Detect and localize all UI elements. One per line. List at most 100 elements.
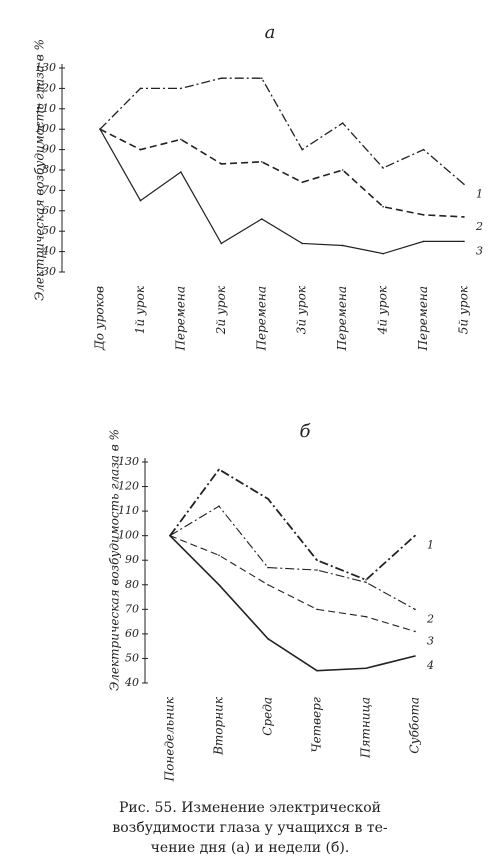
point [365, 667, 367, 670]
point [382, 252, 384, 255]
point [382, 205, 384, 208]
y-tick-label: 50 [125, 651, 139, 664]
series-line [99, 128, 465, 218]
point [267, 638, 269, 640]
y-axis-label: Электрическая возбудимость глаза в % [33, 39, 47, 301]
series-line [169, 535, 416, 632]
point [316, 669, 318, 672]
point [365, 581, 367, 584]
y-tick-label: 60 [42, 204, 56, 217]
x-tick-label: Перемена [254, 286, 268, 351]
x-tick-label: 2й урок [214, 285, 228, 335]
series-label: 3 [476, 244, 483, 257]
x-tick-label: Перемена [416, 286, 430, 351]
point [99, 128, 101, 130]
point [316, 569, 318, 571]
point [341, 169, 344, 171]
series-label: 1 [476, 187, 483, 200]
point [260, 161, 263, 163]
point [139, 87, 142, 90]
x-tick-label: До уроков [93, 286, 107, 351]
point [382, 167, 384, 169]
x-tick-label: Пятница [359, 697, 373, 759]
point [463, 240, 465, 243]
y-tick-label: 30 [42, 265, 56, 278]
point [414, 630, 416, 633]
point [169, 534, 171, 537]
point [139, 199, 142, 202]
point [218, 554, 220, 557]
point [220, 242, 223, 245]
chart-title: а [265, 22, 276, 43]
point [422, 240, 425, 243]
y-tick-label: 100 [118, 529, 139, 542]
x-tick-label: Понедельник [163, 696, 177, 782]
y-tick-label: 80 [42, 163, 56, 176]
y-tick-label: 120 [35, 81, 56, 94]
x-tick-label: Перемена [173, 286, 187, 351]
series-label: 2 [475, 220, 483, 233]
point [365, 615, 367, 618]
point [341, 122, 344, 124]
y-tick-label: 70 [42, 183, 56, 196]
point [267, 498, 269, 500]
point [316, 608, 318, 611]
point [260, 77, 263, 79]
point [414, 608, 416, 611]
series-line [99, 77, 465, 185]
y-tick-label: 40 [41, 245, 56, 258]
point [301, 148, 304, 151]
point [414, 655, 416, 657]
x-tick-label: Среда [261, 697, 275, 736]
point [180, 171, 182, 173]
y-tick-label: 90 [125, 553, 139, 566]
y-tick-label: 130 [118, 455, 139, 468]
point [220, 163, 223, 165]
chart-title: б [300, 421, 312, 442]
x-tick-label: Суббота [408, 697, 422, 754]
x-tick-label: 5й урок [457, 285, 471, 334]
y-tick-label: 130 [35, 61, 56, 74]
point [139, 148, 142, 151]
point [180, 87, 182, 90]
series-label: 3 [427, 634, 434, 647]
point [218, 583, 220, 586]
point [260, 218, 263, 220]
y-tick-label: 80 [125, 578, 139, 591]
point [220, 77, 223, 79]
y-tick-label: 70 [125, 602, 139, 615]
point [218, 505, 220, 508]
y-tick-label: 40 [124, 676, 139, 689]
point [422, 148, 425, 151]
series-line [169, 535, 416, 672]
x-tick-label: 3й урок [295, 285, 309, 334]
series-label: 2 [426, 612, 434, 625]
point [316, 559, 318, 562]
x-tick-label: Четверг [310, 697, 324, 753]
x-tick-label: 4й урок [376, 285, 390, 335]
y-tick-label: 60 [125, 627, 139, 640]
caption-line: чение дня (а) и недели (б). [151, 840, 350, 856]
y-axis-label: Электрическая возбудимость глаза в % [108, 429, 122, 691]
point [463, 183, 465, 186]
point [267, 583, 269, 586]
point [422, 214, 425, 216]
y-tick-label: 110 [118, 504, 139, 517]
x-tick-label: Перемена [335, 286, 349, 351]
point [414, 534, 416, 537]
x-tick-label: 1й урок [133, 285, 147, 334]
point [180, 138, 182, 141]
caption-line: возбудимости глаза у учащихся в те- [112, 820, 388, 836]
y-tick-label: 110 [35, 102, 56, 115]
caption-line: Рис. 55. Изменение электрической [119, 800, 381, 816]
series-label: 1 [427, 539, 434, 552]
x-tick-label: Вторник [212, 696, 226, 756]
point [301, 181, 304, 184]
point [267, 566, 269, 569]
y-tick-label: 100 [35, 122, 56, 135]
y-tick-label: 120 [118, 480, 139, 493]
series-line [169, 505, 416, 610]
point [463, 216, 465, 218]
series-label: 4 [426, 659, 434, 672]
